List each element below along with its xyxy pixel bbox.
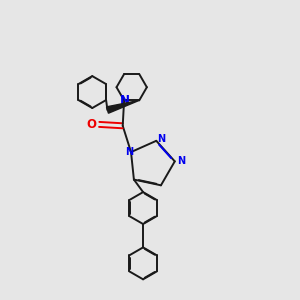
- Text: N: N: [126, 146, 134, 157]
- Text: O: O: [86, 118, 97, 131]
- Text: N: N: [120, 94, 130, 106]
- Text: N: N: [157, 134, 165, 144]
- Text: N: N: [177, 156, 185, 166]
- Polygon shape: [106, 100, 139, 113]
